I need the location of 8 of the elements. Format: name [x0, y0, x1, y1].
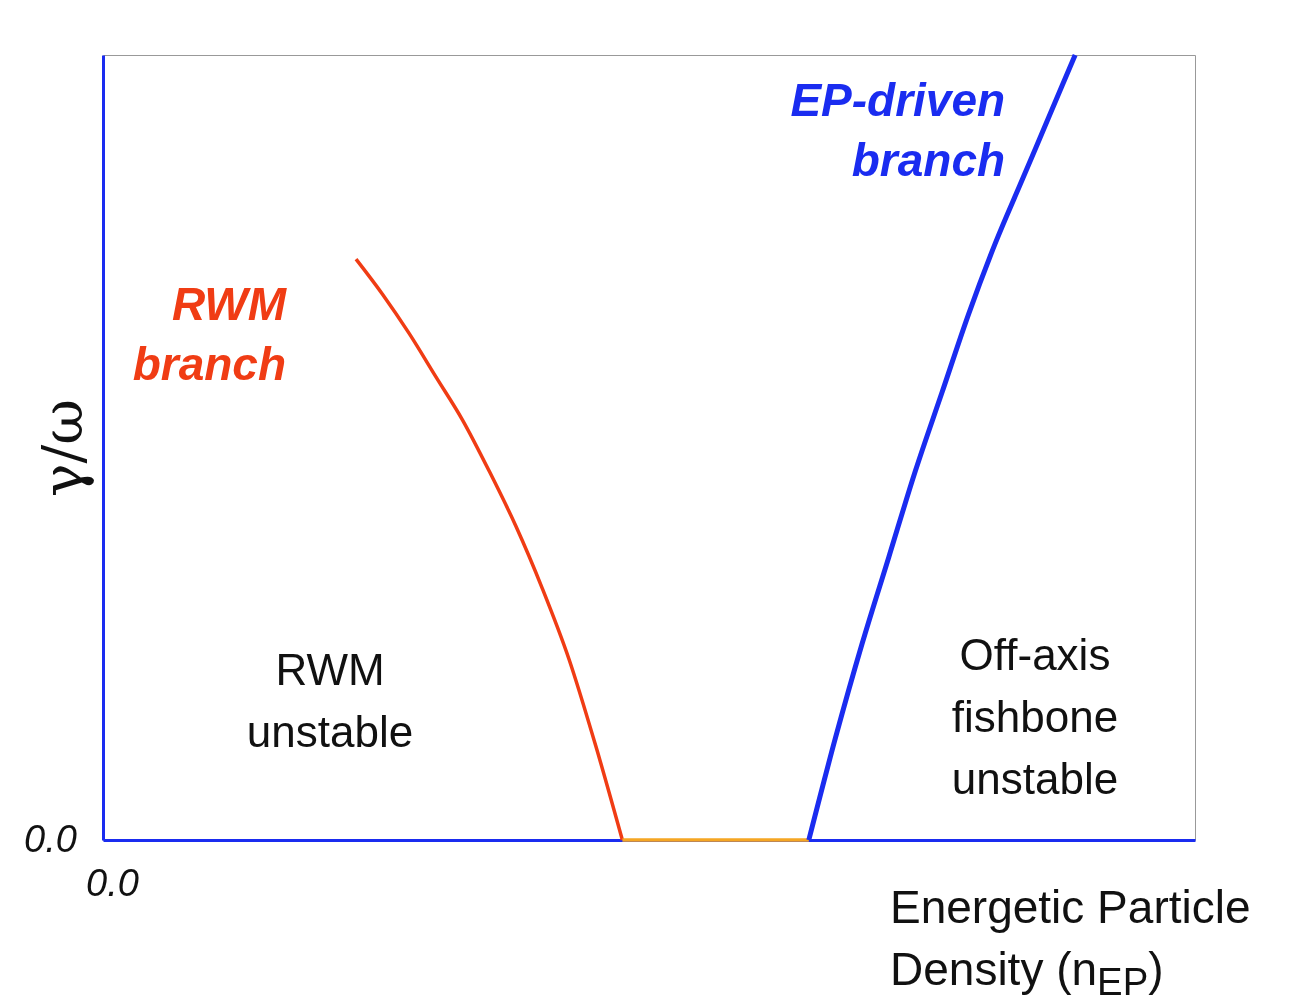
text: 0.0	[86, 862, 139, 904]
series-label: RWM branch	[132, 278, 288, 391]
annotation: Off-axis fishbone unstable	[951, 630, 1119, 803]
text: 0.0	[24, 818, 77, 860]
annotation: RWM unstable	[246, 645, 414, 756]
series-label: EP-driven branch	[790, 74, 1006, 186]
y-axis-title: γ/ω	[29, 399, 95, 497]
x-axis-title: Energetic Particle Density (n$_{EP}$)	[890, 880, 1252, 995]
